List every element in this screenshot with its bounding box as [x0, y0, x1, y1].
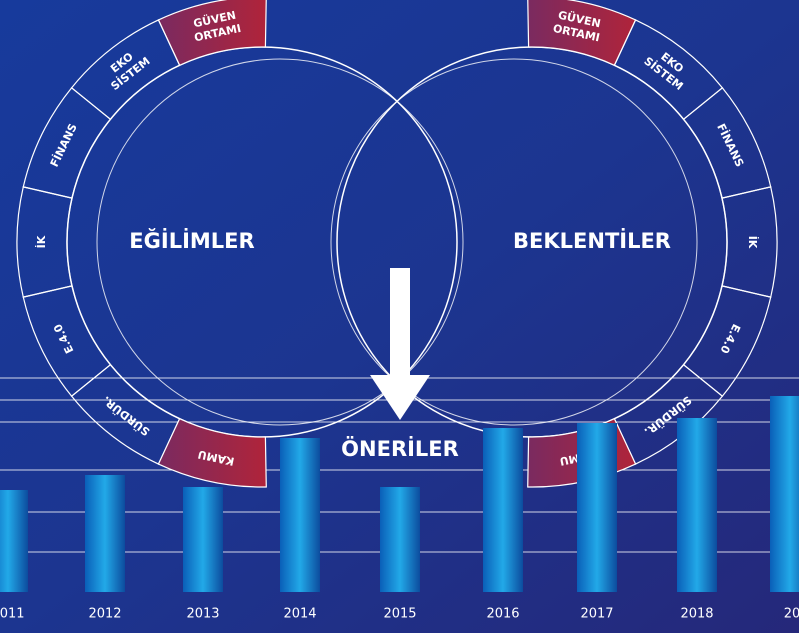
page: GÜVENORTAMIEKOSİSTEMFİNANSİKE.4.0SÜRDÜR.…: [0, 0, 799, 633]
bar: [577, 423, 617, 592]
year-label: 2011: [0, 607, 25, 622]
bar: [183, 487, 223, 592]
diagram: GÜVENORTAMIEKOSİSTEMFİNANSİKE.4.0SÜRDÜR.…: [0, 0, 799, 633]
year-label: 2015: [383, 607, 416, 622]
bar: [677, 418, 717, 592]
year-label: 2017: [580, 607, 613, 622]
segment-label: İK: [746, 236, 760, 249]
segment-label: İK: [34, 235, 48, 248]
segment-label-line: İK: [34, 235, 48, 248]
bar: [380, 487, 420, 592]
year-label: 2013: [186, 607, 219, 622]
circle-title: BEKLENTİLER: [513, 228, 671, 253]
bar: [483, 428, 523, 592]
year-label: 2014: [283, 607, 316, 622]
segment-label-line: İK: [746, 236, 760, 249]
bar: [85, 475, 125, 592]
year-label: 20: [784, 607, 799, 622]
center-label: ÖNERİLER: [341, 436, 459, 461]
bar: [280, 438, 320, 592]
year-label: 2012: [88, 607, 121, 622]
bar: [770, 396, 799, 592]
circle-title: EĞİLİMLER: [129, 228, 254, 253]
year-label: 2016: [486, 607, 519, 622]
year-label: 2018: [680, 607, 713, 622]
bar: [0, 490, 28, 592]
